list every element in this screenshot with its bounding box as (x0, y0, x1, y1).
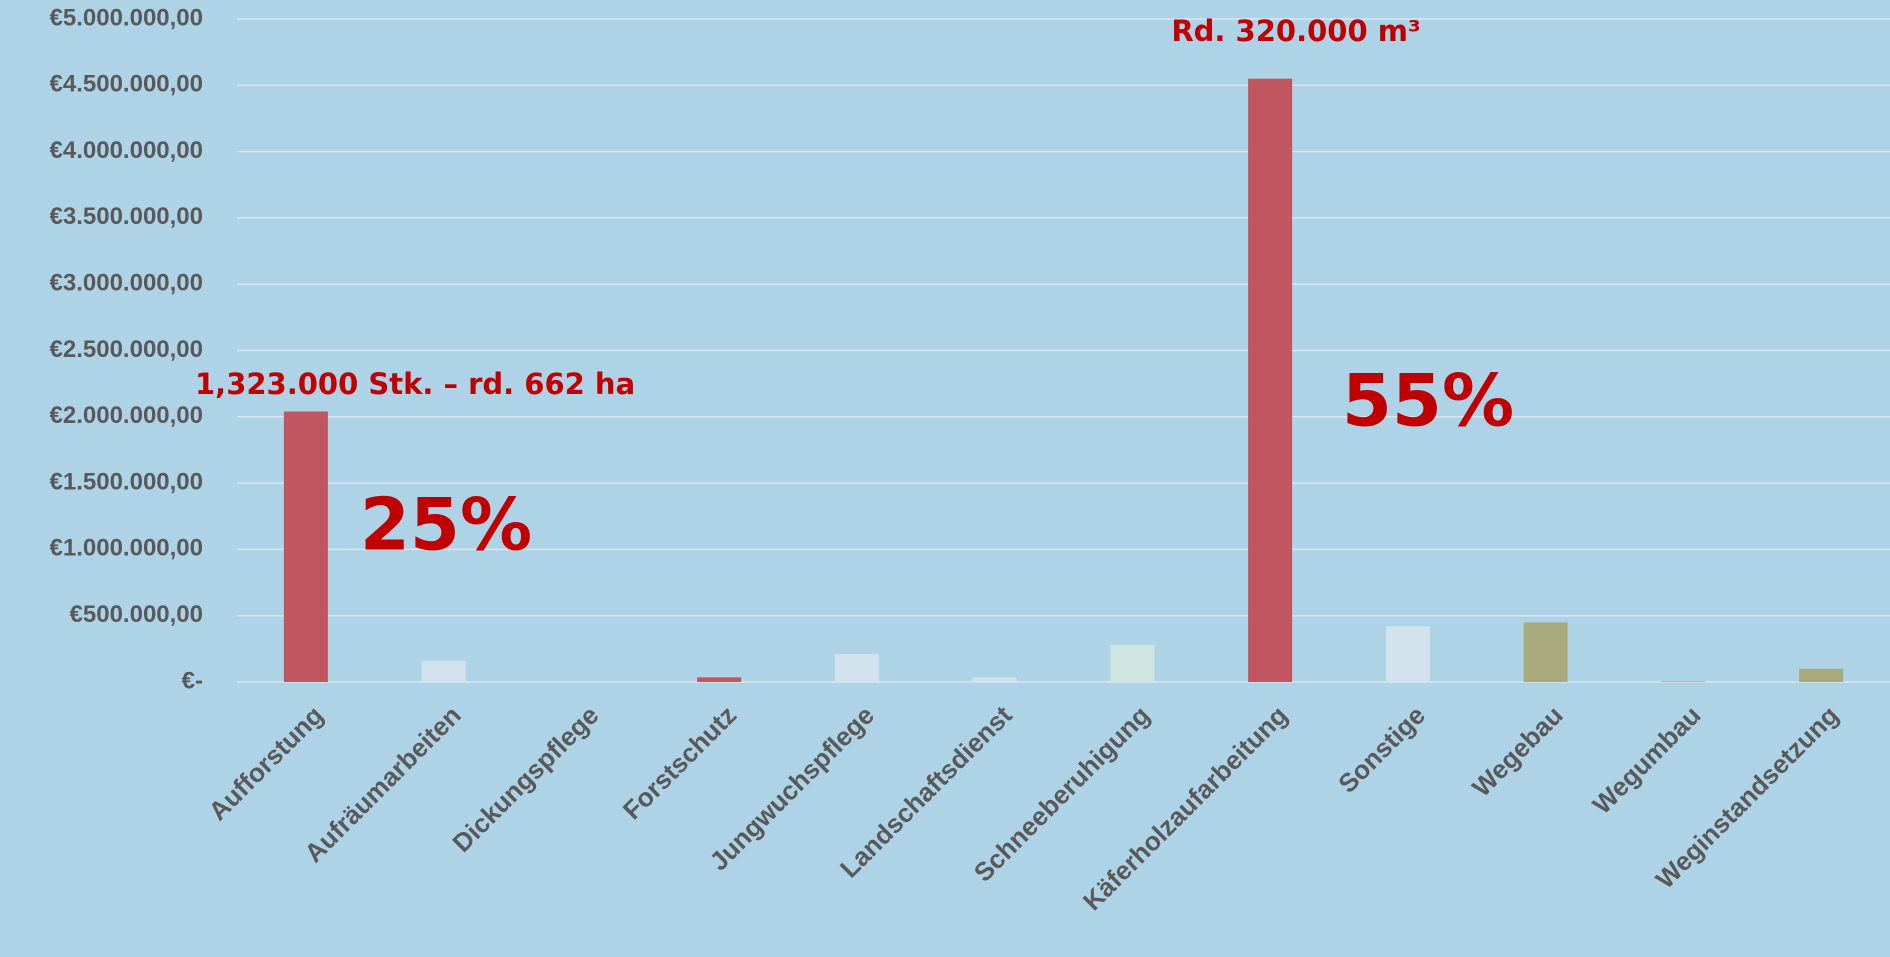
bar (1523, 622, 1568, 682)
annotation: Rd. 320.000 m³ (1171, 14, 1420, 48)
y-tick-label: €1.500.000,00 (50, 468, 203, 495)
y-tick-label: €3.500.000,00 (50, 203, 203, 230)
y-tick-label: €5.000.000,00 (50, 4, 203, 31)
bar (283, 411, 328, 682)
bar (1385, 626, 1430, 682)
bar (1661, 681, 1706, 682)
y-tick-label: €2.500.000,00 (50, 336, 203, 363)
bar (972, 677, 1017, 682)
bar (1799, 668, 1844, 682)
y-tick-label: €2.000.000,00 (50, 402, 203, 429)
y-tick-label: €1.000.000,00 (50, 535, 203, 562)
y-tick-label: €- (182, 667, 203, 694)
y-tick-label: €500.000,00 (70, 601, 203, 628)
annotation: 25% (360, 483, 532, 567)
annotation: 1,323.000 Stk. – rd. 662 ha (195, 367, 635, 401)
bar (697, 677, 742, 682)
bar (1248, 78, 1293, 683)
bar (1110, 644, 1155, 682)
bar (559, 681, 604, 682)
bar (421, 660, 466, 682)
annotation: 55% (1342, 359, 1514, 443)
bar (834, 654, 879, 682)
y-tick-label: €4.500.000,00 (50, 71, 203, 98)
y-tick-label: €4.000.000,00 (50, 137, 203, 164)
y-tick-label: €3.000.000,00 (50, 270, 203, 297)
